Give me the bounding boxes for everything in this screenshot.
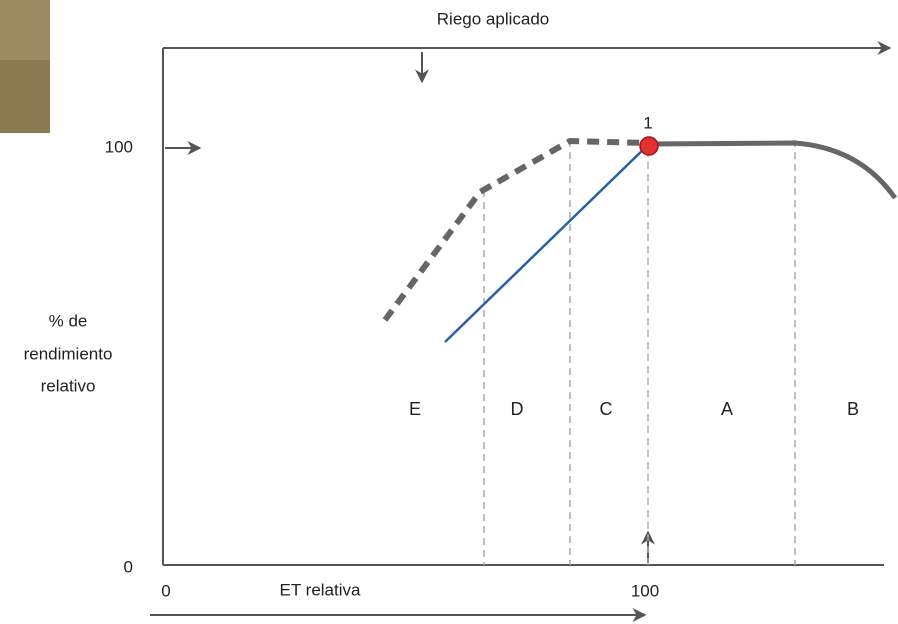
y-title: rendimiento bbox=[24, 344, 113, 363]
zone-separators bbox=[483, 140, 796, 565]
x-title: ET relativa bbox=[280, 580, 361, 599]
top-label: Riego aplicado bbox=[437, 9, 549, 28]
zone-label: B bbox=[847, 399, 859, 419]
dashed-curve bbox=[382, 137, 649, 322]
point bbox=[639, 136, 659, 156]
zone-label: A bbox=[721, 399, 733, 419]
x-min-label: 0 bbox=[161, 581, 170, 600]
y-title: relativo bbox=[41, 376, 96, 395]
zone-label: D bbox=[511, 399, 524, 419]
plateau-curve bbox=[647, 140, 898, 200]
y-max-label: 100 bbox=[105, 137, 133, 156]
y-title: % de bbox=[49, 311, 88, 330]
photo-shade bbox=[0, 60, 50, 133]
zone-label: C bbox=[600, 399, 613, 419]
zone-label: E bbox=[409, 399, 421, 419]
y-min-label: 0 bbox=[124, 557, 133, 576]
blue-line bbox=[444, 144, 649, 343]
point-label: 1 bbox=[643, 113, 652, 132]
x-mid-label: 100 bbox=[631, 581, 659, 600]
